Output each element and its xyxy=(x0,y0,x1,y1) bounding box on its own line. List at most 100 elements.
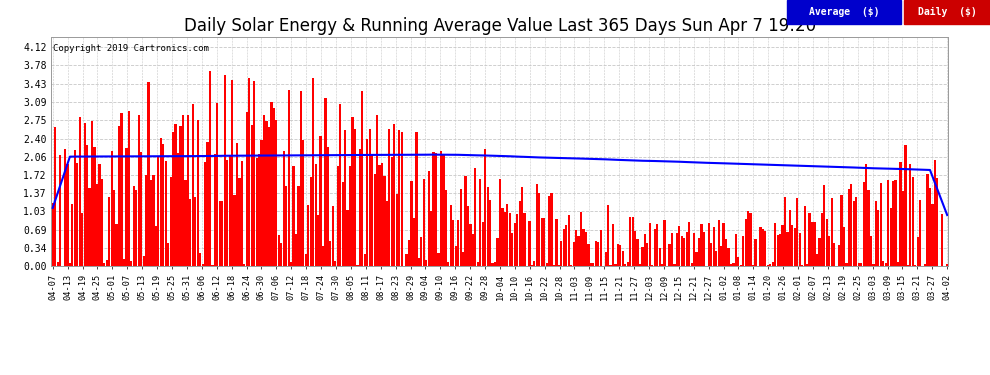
Bar xyxy=(169,177,172,266)
Bar xyxy=(474,168,476,266)
Bar xyxy=(182,115,184,266)
Bar xyxy=(648,224,651,266)
Bar xyxy=(371,154,373,266)
Bar xyxy=(430,211,433,266)
Bar xyxy=(826,219,828,266)
Bar xyxy=(890,208,892,266)
Bar xyxy=(605,252,607,266)
Bar xyxy=(880,183,882,266)
Bar xyxy=(580,212,582,266)
Bar xyxy=(484,149,486,266)
Bar xyxy=(811,222,813,266)
Bar xyxy=(406,254,408,266)
Bar xyxy=(464,176,466,266)
Bar xyxy=(66,164,68,266)
Bar xyxy=(123,260,125,266)
Bar xyxy=(752,265,754,266)
Bar xyxy=(126,148,128,266)
Bar xyxy=(438,253,440,266)
Bar xyxy=(521,188,523,266)
Bar xyxy=(531,265,533,266)
Bar xyxy=(131,261,133,266)
Bar xyxy=(148,82,149,266)
Bar xyxy=(467,206,469,266)
Bar xyxy=(941,214,943,266)
Bar xyxy=(582,229,585,266)
Bar xyxy=(209,71,211,266)
Bar xyxy=(258,154,260,266)
Bar xyxy=(761,229,764,266)
Bar xyxy=(345,130,346,266)
Bar xyxy=(862,182,864,266)
Bar xyxy=(824,185,826,266)
Bar xyxy=(617,244,619,266)
Bar xyxy=(54,128,56,266)
Bar xyxy=(627,262,629,266)
Bar xyxy=(634,231,637,266)
Bar xyxy=(93,147,96,266)
Bar xyxy=(197,120,199,266)
Bar xyxy=(919,200,922,266)
Bar xyxy=(749,213,751,266)
Bar xyxy=(592,262,594,266)
Bar xyxy=(872,264,874,266)
Bar xyxy=(747,211,749,266)
Bar xyxy=(927,174,929,266)
Bar xyxy=(728,248,730,266)
Bar xyxy=(68,263,71,266)
Bar xyxy=(290,262,292,266)
Bar xyxy=(346,210,348,266)
Bar xyxy=(248,78,250,266)
Bar xyxy=(361,91,363,266)
Bar xyxy=(411,181,413,266)
Bar xyxy=(847,189,850,266)
Bar xyxy=(241,161,243,266)
Bar xyxy=(615,264,617,266)
Text: Average  ($): Average ($) xyxy=(809,7,879,17)
Bar xyxy=(103,263,105,266)
Bar xyxy=(138,115,140,266)
Bar xyxy=(325,98,327,266)
Bar xyxy=(310,177,312,266)
Bar xyxy=(524,213,526,266)
Bar xyxy=(297,186,300,266)
Bar xyxy=(454,246,456,266)
Bar xyxy=(388,129,390,266)
Bar xyxy=(162,144,164,266)
Bar xyxy=(305,254,307,266)
Bar xyxy=(804,206,806,266)
Bar xyxy=(81,213,83,266)
Bar xyxy=(280,243,282,266)
Bar xyxy=(700,224,703,266)
Bar xyxy=(806,264,808,266)
Bar xyxy=(363,254,366,266)
Bar xyxy=(177,153,179,266)
Bar xyxy=(433,152,435,266)
Bar xyxy=(764,231,766,266)
Bar xyxy=(449,205,451,266)
Bar xyxy=(845,263,847,266)
Bar xyxy=(83,123,86,266)
Bar xyxy=(121,113,123,266)
Bar xyxy=(320,136,322,266)
Bar xyxy=(740,265,742,266)
Bar xyxy=(560,241,562,266)
Bar xyxy=(511,233,514,266)
Bar xyxy=(565,225,567,266)
Bar xyxy=(64,149,66,266)
Bar xyxy=(917,237,919,266)
Bar xyxy=(275,120,277,266)
Bar xyxy=(932,204,934,266)
Bar xyxy=(629,217,632,266)
Bar xyxy=(624,264,627,266)
Bar xyxy=(506,204,509,266)
Bar xyxy=(330,241,332,266)
Bar xyxy=(597,242,599,266)
Bar xyxy=(875,201,877,266)
Bar xyxy=(128,111,130,266)
Bar xyxy=(113,190,115,266)
Bar xyxy=(769,264,771,266)
Bar xyxy=(552,265,555,266)
Bar xyxy=(867,190,869,266)
Bar xyxy=(398,130,400,266)
